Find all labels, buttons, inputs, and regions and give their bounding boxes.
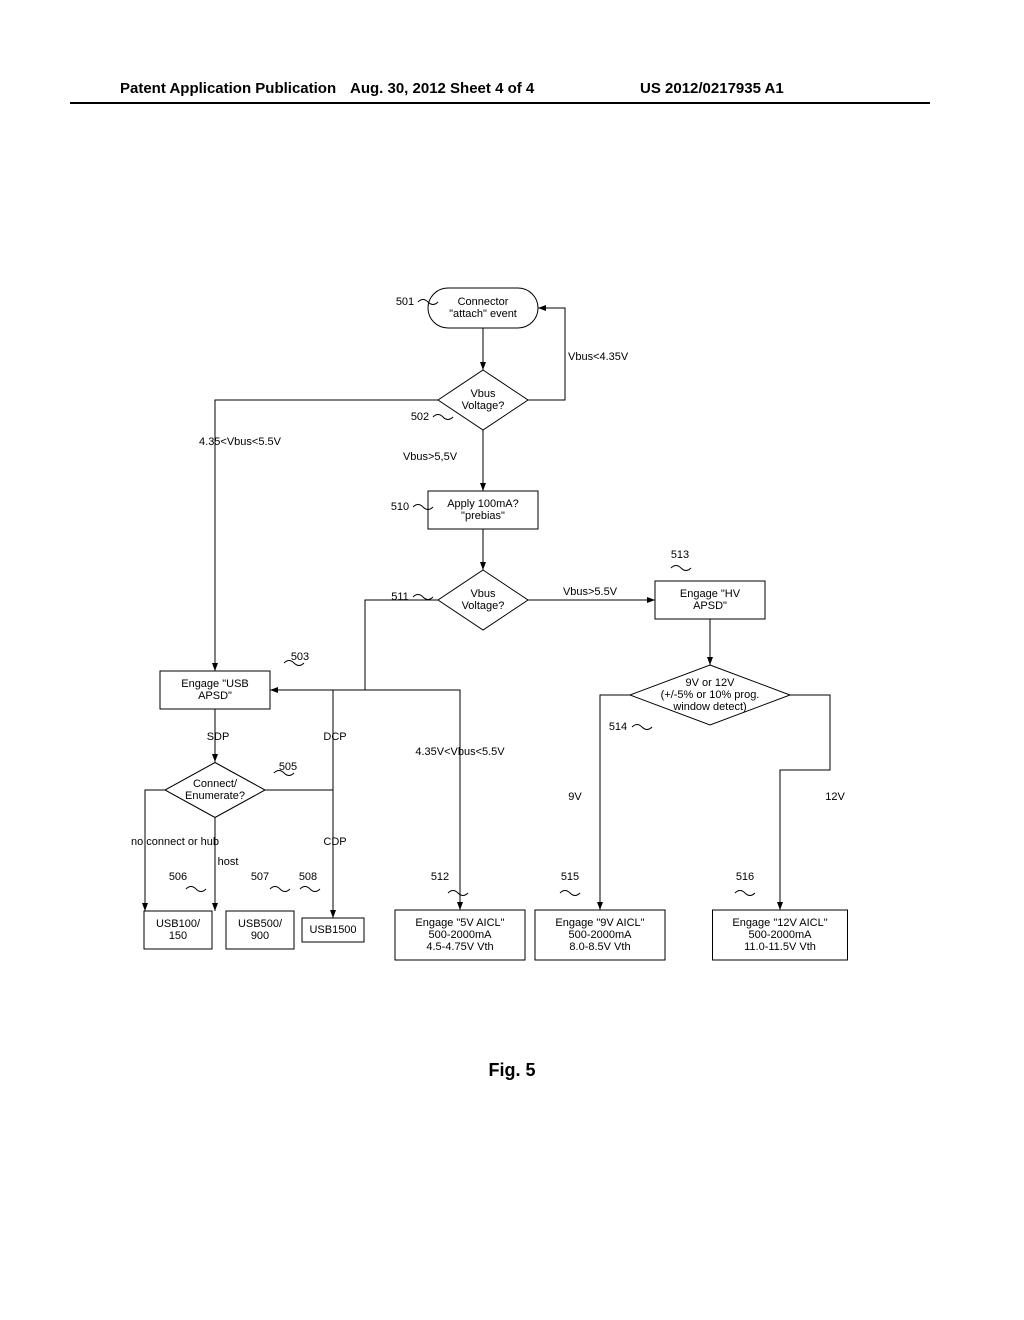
svg-text:window detect): window detect)	[672, 701, 746, 713]
svg-text:CDP: CDP	[323, 836, 346, 848]
svg-text:500-2000mA: 500-2000mA	[569, 929, 633, 941]
svg-text:Vbus>5,5V: Vbus>5,5V	[403, 451, 458, 463]
node-506: USB100/150 506	[144, 871, 212, 949]
svg-text:4.5-4.75V Vth: 4.5-4.75V Vth	[426, 941, 493, 953]
svg-text:11.0-11.5V Vth: 11.0-11.5V Vth	[744, 941, 816, 953]
svg-text:511: 511	[391, 591, 409, 603]
node-510: Apply 100mA?"prebias" 510	[391, 491, 538, 529]
node-513: Engage "HVAPSD" 513	[655, 549, 765, 619]
svg-text:Enumerate?: Enumerate?	[185, 790, 245, 802]
node-505: Connect/Enumerate?505	[165, 761, 297, 818]
svg-text:APSD": APSD"	[198, 690, 232, 702]
svg-text:512: 512	[431, 871, 449, 883]
svg-text:507: 507	[251, 871, 269, 883]
svg-text:510: 510	[391, 501, 409, 513]
node-508: USB1500 508	[299, 871, 364, 942]
svg-text:9V: 9V	[568, 791, 582, 803]
svg-text:Voltage?: Voltage?	[462, 600, 505, 612]
node-501: Connector"attach" event 501	[396, 288, 538, 328]
svg-text:8.0-8.5V Vth: 8.0-8.5V Vth	[569, 941, 630, 953]
svg-text:502: 502	[411, 411, 429, 423]
svg-text:4.35<Vbus<5.5V: 4.35<Vbus<5.5V	[199, 436, 282, 448]
flowchart: Vbus>5,5V 4.35<Vbus<5.5V Vbus<4.35V Vbus>5.…	[0, 0, 1024, 1320]
svg-text:host: host	[218, 856, 239, 868]
svg-text:508: 508	[299, 871, 317, 883]
svg-text:Engage "5V AICL": Engage "5V AICL"	[415, 917, 504, 929]
svg-text:515: 515	[561, 871, 579, 883]
svg-text:DCP: DCP	[323, 731, 346, 743]
svg-text:SDP: SDP	[207, 731, 230, 743]
svg-text:500-2000mA: 500-2000mA	[749, 929, 813, 941]
svg-text:501: 501	[396, 296, 414, 308]
svg-text:503: 503	[291, 651, 309, 663]
svg-text:Engage "12V AICL": Engage "12V AICL"	[732, 917, 827, 929]
svg-text:900: 900	[251, 930, 269, 942]
svg-text:150: 150	[169, 930, 187, 942]
svg-text:Connect/: Connect/	[193, 778, 238, 790]
svg-text:516: 516	[736, 871, 754, 883]
svg-text:APSD": APSD"	[693, 600, 727, 612]
svg-text:514: 514	[609, 721, 627, 733]
svg-text:Vbus>5.5V: Vbus>5.5V	[563, 586, 618, 598]
node-503: Engage "USBAPSD" 503	[160, 651, 309, 709]
node-514: 9V or 12V(+/-5% or 10% prog.window detec…	[609, 665, 790, 733]
svg-text:Engage "9V AICL": Engage "9V AICL"	[555, 917, 644, 929]
figure-caption: Fig. 5	[0, 1060, 1024, 1081]
svg-text:500-2000mA: 500-2000mA	[429, 929, 493, 941]
svg-text:12V: 12V	[825, 791, 845, 803]
svg-text:USB100/: USB100/	[156, 918, 201, 930]
svg-text:Vbus: Vbus	[470, 388, 496, 400]
svg-text:506: 506	[169, 871, 187, 883]
svg-text:Engage "USB: Engage "USB	[181, 678, 249, 690]
svg-text:"attach" event: "attach" event	[449, 308, 517, 320]
svg-text:513: 513	[671, 549, 689, 561]
svg-text:Connector: Connector	[458, 296, 509, 308]
svg-text:Vbus: Vbus	[470, 588, 496, 600]
svg-text:USB500/: USB500/	[238, 918, 283, 930]
svg-text:"prebias": "prebias"	[461, 510, 505, 522]
svg-text:Apply 100mA?: Apply 100mA?	[447, 498, 519, 510]
svg-text:Voltage?: Voltage?	[462, 400, 505, 412]
svg-text:(+/-5% or 10% prog.: (+/-5% or 10% prog.	[661, 689, 760, 701]
svg-text:9V or 12V: 9V or 12V	[686, 677, 736, 689]
svg-text:Engage "HV: Engage "HV	[680, 588, 741, 600]
node-507: USB500/900 507	[226, 871, 294, 949]
svg-text:no connect or hub: no connect or hub	[131, 836, 219, 848]
svg-text:USB1500: USB1500	[309, 924, 356, 936]
svg-text:Vbus<4.35V: Vbus<4.35V	[568, 351, 629, 363]
